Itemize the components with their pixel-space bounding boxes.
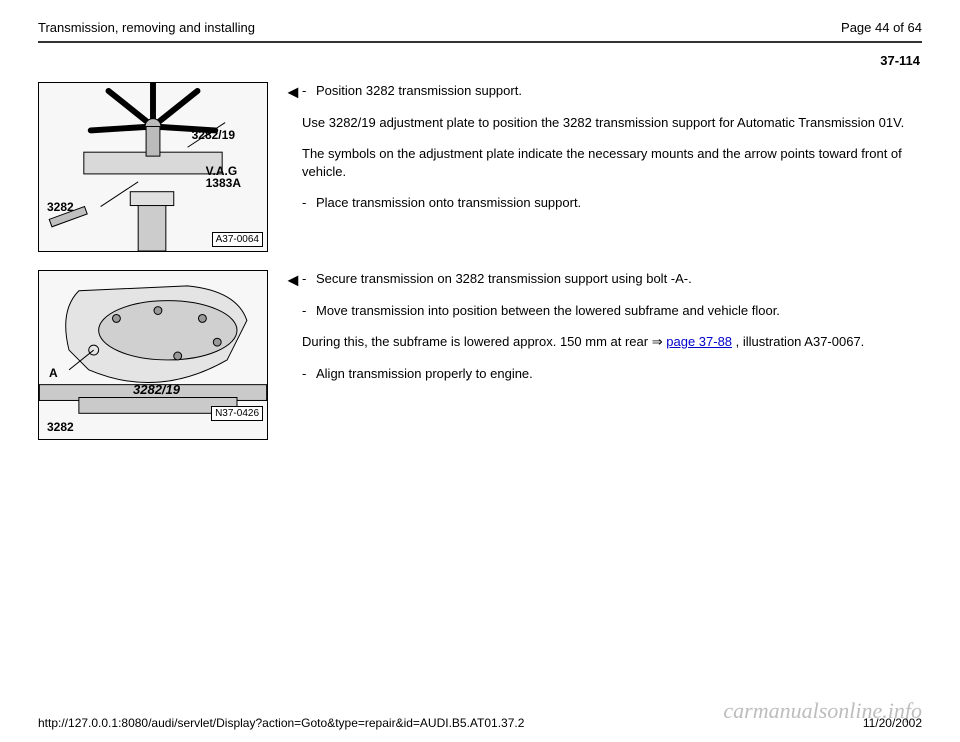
text-col-2: - Secure transmission on 3282 transmissi… (302, 270, 922, 440)
footer-url: http://127.0.0.1:8080/audi/servlet/Displ… (38, 716, 524, 730)
block2-step1: - Secure transmission on 3282 transmissi… (302, 270, 922, 288)
text-col-1: - Position 3282 transmission support. Us… (302, 82, 922, 252)
block2-step3: - Align transmission properly to engine. (302, 365, 922, 383)
figure-2: A 3282/19 3282 N37-0426 (38, 270, 268, 440)
dash: - (302, 365, 316, 383)
header-rule (38, 41, 922, 43)
fig2-label-tool2: 3282 (45, 421, 76, 433)
content-block-2: A 3282/19 3282 N37-0426 ◄ - Secure trans… (38, 270, 922, 440)
dash: - (302, 82, 316, 100)
content-block-1: 3282/19 3282 V.A.G 1383A A37-0064 ◄ - Po… (38, 82, 922, 252)
block2-step2-text: Move transmission into position between … (316, 302, 922, 320)
block2-step2: - Move transmission into position betwee… (302, 302, 922, 320)
block1-step2-text: Place transmission onto transmission sup… (316, 194, 922, 212)
fig2-marker-a: A (47, 367, 60, 379)
footer-date: 11/20/2002 (863, 716, 922, 730)
fig1-label-jack: V.A.G 1383A (204, 165, 243, 189)
fig1-artcode: A37-0064 (212, 232, 263, 247)
block2-para1: During this, the subframe is lowered app… (302, 333, 922, 351)
block2-step1-text: Secure transmission on 3282 transmission… (316, 270, 922, 288)
header-page: Page 44 of 64 (841, 20, 922, 35)
page-footer: http://127.0.0.1:8080/audi/servlet/Displ… (38, 716, 922, 730)
dash: - (302, 302, 316, 320)
block1-para2: The symbols on the adjustment plate indi… (302, 145, 922, 180)
block1-para1: Use 3282/19 adjustment plate to position… (302, 114, 922, 132)
fig1-label-tool2: 3282 (45, 201, 76, 213)
dash: - (302, 270, 316, 288)
fig2-artcode: N37-0426 (211, 406, 263, 421)
pointer-2: ◄ (278, 270, 302, 440)
fig1-label-tool1: 3282/19 (190, 129, 237, 141)
block2-para1-a: During this, the subframe is lowered app… (302, 334, 652, 349)
block1-step1-text: Position 3282 transmission support. (316, 82, 922, 100)
section-number: 37-114 (38, 53, 922, 68)
block1-step2: - Place transmission onto transmission s… (302, 194, 922, 212)
link-arrow: ⇒ (652, 334, 663, 349)
block2-step3-text: Align transmission properly to engine. (316, 365, 922, 383)
pointer-1: ◄ (278, 82, 302, 252)
dash: - (302, 194, 316, 212)
block1-step1: - Position 3282 transmission support. (302, 82, 922, 100)
page-header: Transmission, removing and installing Pa… (38, 20, 922, 35)
fig2-label-tool1: 3282/19 (131, 383, 182, 396)
block2-para1-b: , illustration A37-0067. (736, 334, 865, 349)
page-link-37-88[interactable]: page 37-88 (666, 334, 732, 349)
header-title: Transmission, removing and installing (38, 20, 255, 35)
figure-1: 3282/19 3282 V.A.G 1383A A37-0064 (38, 82, 268, 252)
